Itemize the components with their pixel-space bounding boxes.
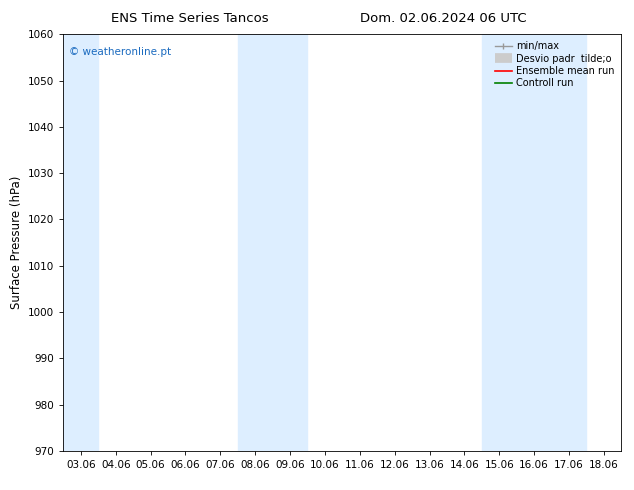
Text: Dom. 02.06.2024 06 UTC: Dom. 02.06.2024 06 UTC [361, 12, 527, 25]
Bar [238, 34, 307, 451]
Text: © weatheronline.pt: © weatheronline.pt [69, 47, 171, 57]
Legend: min/max, Desvio padr  tilde;o, Ensemble mean run, Controll run: min/max, Desvio padr tilde;o, Ensemble m… [493, 39, 616, 90]
Bar [63, 34, 98, 451]
Y-axis label: Surface Pressure (hPa): Surface Pressure (hPa) [10, 176, 23, 309]
Bar [482, 34, 586, 451]
Text: ENS Time Series Tancos: ENS Time Series Tancos [112, 12, 269, 25]
